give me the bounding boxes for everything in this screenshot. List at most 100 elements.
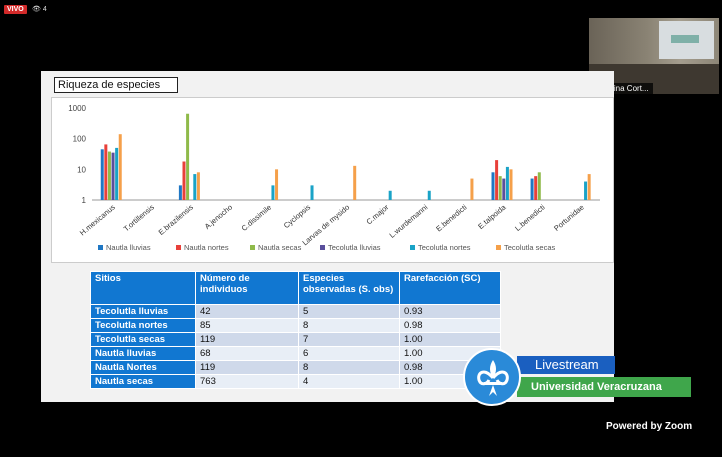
- bar-4-5: [275, 169, 279, 200]
- table-row: Tecolutla lluvias 42 5 0.93: [90, 304, 501, 319]
- legend-swatch: [496, 245, 501, 250]
- bar-2-0: [178, 185, 182, 200]
- x-tick-label: E.brazilensis: [157, 202, 196, 236]
- legend-swatch: [250, 245, 255, 250]
- bar-11-2: [537, 172, 541, 200]
- x-tick-label: C.dissimile: [240, 203, 274, 233]
- header-individuos: Número de individuos: [195, 271, 299, 305]
- legend-swatch: [410, 245, 415, 250]
- species-chart: 1 10 100 1000 H.mexicanus T.ortillensis E.braz…: [51, 97, 614, 263]
- table-header-row: Sitios Número de individuos Especies obs…: [90, 271, 501, 305]
- y-tick-label: 100: [73, 135, 87, 144]
- bar-5-4: [310, 185, 314, 200]
- viewer-count: 👁 4: [32, 5, 47, 13]
- cell-especies: 4: [298, 374, 400, 389]
- legend-swatch: [98, 245, 103, 250]
- x-tick-label: A.jenocho: [203, 203, 234, 231]
- viewer-count-value: 4: [42, 6, 47, 13]
- shared-slide: Riqueza de especies 1 10 100 1000 H.mexicanu…: [41, 71, 614, 402]
- table-row: Nautla secas 763 4 1.00: [90, 374, 501, 389]
- bar-2-4: [193, 174, 197, 200]
- x-tick-label: E.benedicti: [434, 202, 468, 233]
- table-row: Tecolutla nortes 85 8 0.98: [90, 318, 501, 333]
- cell-site: Nautla secas: [90, 374, 196, 389]
- cell-especies: 8: [298, 318, 400, 333]
- chart-svg: 1 10 100 1000 H.mexicanus T.ortillensis E.braz…: [68, 104, 600, 252]
- bar-9-5: [470, 178, 474, 200]
- bar-12-4: [584, 181, 588, 200]
- bar-0-5: [118, 134, 122, 200]
- bar-10-1: [495, 160, 499, 200]
- cell-individuos: 119: [195, 332, 299, 347]
- header-especies: Especies observadas (S. obs): [298, 271, 400, 305]
- cell-individuos: 763: [195, 374, 299, 389]
- cell-site: Tecolutla secas: [90, 332, 196, 347]
- livestream-label: Livestream: [517, 356, 615, 374]
- cell-especies: 8: [298, 360, 400, 375]
- header-sitios: Sitios: [90, 271, 196, 305]
- projector-screen: [659, 21, 714, 59]
- legend-label: Tecolutla lluvias: [328, 243, 381, 252]
- participant-name: Albertina Cort...: [589, 83, 653, 94]
- cell-rarefaccion: 0.93: [399, 304, 501, 319]
- cell-rarefaccion: 0.98: [399, 318, 501, 333]
- bar-10-0: [491, 172, 495, 200]
- bar-6-5: [353, 165, 357, 200]
- bar-0-3: [111, 152, 115, 200]
- cell-individuos: 42: [195, 304, 299, 319]
- bar-0-1: [104, 144, 108, 200]
- y-tick-label: 1: [82, 196, 87, 205]
- cell-especies: 6: [298, 346, 400, 361]
- cell-especies: 7: [298, 332, 400, 347]
- cell-rarefaccion: 1.00: [399, 332, 501, 347]
- bar-11-1: [534, 176, 538, 200]
- bar-0-2: [107, 151, 111, 200]
- cell-individuos: 85: [195, 318, 299, 333]
- cell-site: Nautla lluvias: [90, 346, 196, 361]
- bar-11-0: [530, 178, 534, 200]
- university-banner: Livestream Universidad Veracruzana: [463, 348, 693, 408]
- bar-2-1: [182, 161, 186, 200]
- bar-4-4: [271, 185, 275, 200]
- bar-2-5: [196, 172, 200, 200]
- bar-10-3: [502, 178, 506, 200]
- powered-by-zoom: Powered by Zoom: [606, 421, 693, 432]
- legend-swatch: [320, 245, 325, 250]
- bar-10-4: [505, 166, 509, 200]
- legend-label: Nautla nortes: [184, 243, 229, 252]
- y-tick-label: 10: [77, 165, 86, 174]
- cell-site: Nautla Nortes: [90, 360, 196, 375]
- cell-site: Tecolutla nortes: [90, 318, 196, 333]
- table-row: Nautla Nortes 119 8 0.98: [90, 360, 501, 375]
- sites-table: Sitios Número de individuos Especies obs…: [90, 271, 501, 389]
- x-tick-label: L.benedicti: [513, 202, 547, 232]
- cell-individuos: 119: [195, 360, 299, 375]
- bar-10-5: [509, 169, 513, 200]
- legend-label: Nautla lluvias: [106, 243, 151, 252]
- table-row: Nautla lluvias 68 6 1.00: [90, 346, 501, 361]
- eye-icon: 👁: [32, 6, 41, 13]
- legend-swatch: [176, 245, 181, 250]
- x-tick-label: E.talpoida: [476, 202, 508, 231]
- bar-2-2: [186, 113, 190, 200]
- x-tick-label: L.wurdemanni: [388, 202, 430, 239]
- cell-especies: 5: [298, 304, 400, 319]
- uv-logo: [463, 348, 521, 406]
- x-tick-label: Cyclopsis: [282, 202, 313, 230]
- live-badge: VIVO: [4, 5, 27, 14]
- x-tick-label: T.ortillensis: [122, 202, 156, 233]
- table-row: Tecolutla secas 119 7 1.00: [90, 332, 501, 347]
- flor-de-lis-icon: [477, 360, 509, 396]
- x-tick-label: C.major: [364, 202, 390, 226]
- bar-0-0: [100, 149, 104, 200]
- x-tick-label: H.mexicanus: [78, 202, 117, 237]
- bar-12-5: [587, 174, 591, 200]
- bar-8-4: [427, 190, 431, 200]
- legend-label: Tecolutla nortes: [418, 243, 471, 252]
- bar-0-4: [115, 147, 119, 200]
- university-label: Universidad Veracruzana: [517, 377, 691, 397]
- x-tick-label: Portunidae: [552, 203, 586, 233]
- cell-site: Tecolutla lluvias: [90, 304, 196, 319]
- slide-title: Riqueza de especies: [54, 77, 178, 93]
- header-rarefaccion: Rarefacción (SC): [399, 271, 501, 305]
